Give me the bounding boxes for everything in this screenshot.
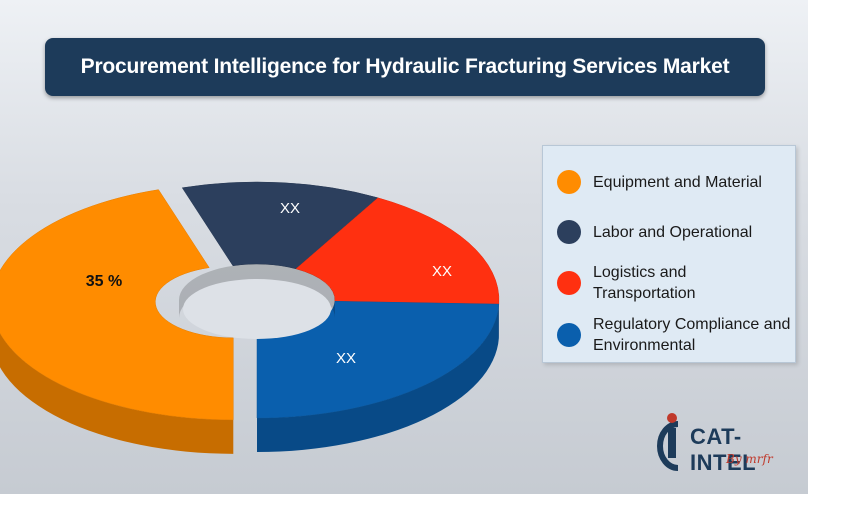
- legend-swatch: [557, 323, 581, 347]
- legend-label: Logistics and Transportation: [593, 264, 696, 302]
- slice-logistics: [295, 197, 500, 305]
- logo-subtext: By mrfr: [726, 452, 773, 466]
- legend-label: Regulatory Compliance and Environmental: [593, 316, 791, 354]
- title-banner: Procurement Intelligence for Hydraulic F…: [45, 38, 765, 96]
- donut-hole-shadow: [179, 264, 335, 318]
- slice-labor: [181, 181, 379, 270]
- data-label-labor: XX: [280, 200, 300, 217]
- slice-side-equipment: [0, 333, 234, 454]
- legend-item-regulatory: Regulatory Compliance and Environmental: [557, 314, 793, 356]
- legend-swatch: [557, 170, 581, 194]
- logo-text: CAT-INTEL: [690, 424, 757, 475]
- legend-item-labor: Labor and Operational: [557, 220, 793, 244]
- chart-title: Procurement Intelligence for Hydraulic F…: [80, 55, 730, 78]
- donut-hole: [183, 279, 331, 339]
- legend-swatch: [557, 220, 581, 244]
- chart-legend: Equipment and Material Labor and Operati…: [542, 145, 796, 363]
- logo-mark-icon: [657, 413, 679, 471]
- data-label-logistics: XX: [432, 263, 452, 280]
- legend-item-equipment: Equipment and Material: [557, 170, 793, 194]
- slice-equipment: [0, 189, 234, 421]
- data-label-equipment: 35 %: [86, 273, 122, 290]
- slice-side-regulatory: [257, 304, 499, 452]
- legend-label: Equipment and Material: [593, 173, 762, 191]
- legend-item-logistics: Logistics and Transportation: [557, 262, 793, 304]
- cat-intel-logo: CAT-INTEL By mrfr: [652, 410, 802, 482]
- data-label-regulatory: XX: [336, 350, 356, 367]
- legend-label: Labor and Operational: [593, 223, 753, 241]
- legend-swatch: [557, 271, 581, 295]
